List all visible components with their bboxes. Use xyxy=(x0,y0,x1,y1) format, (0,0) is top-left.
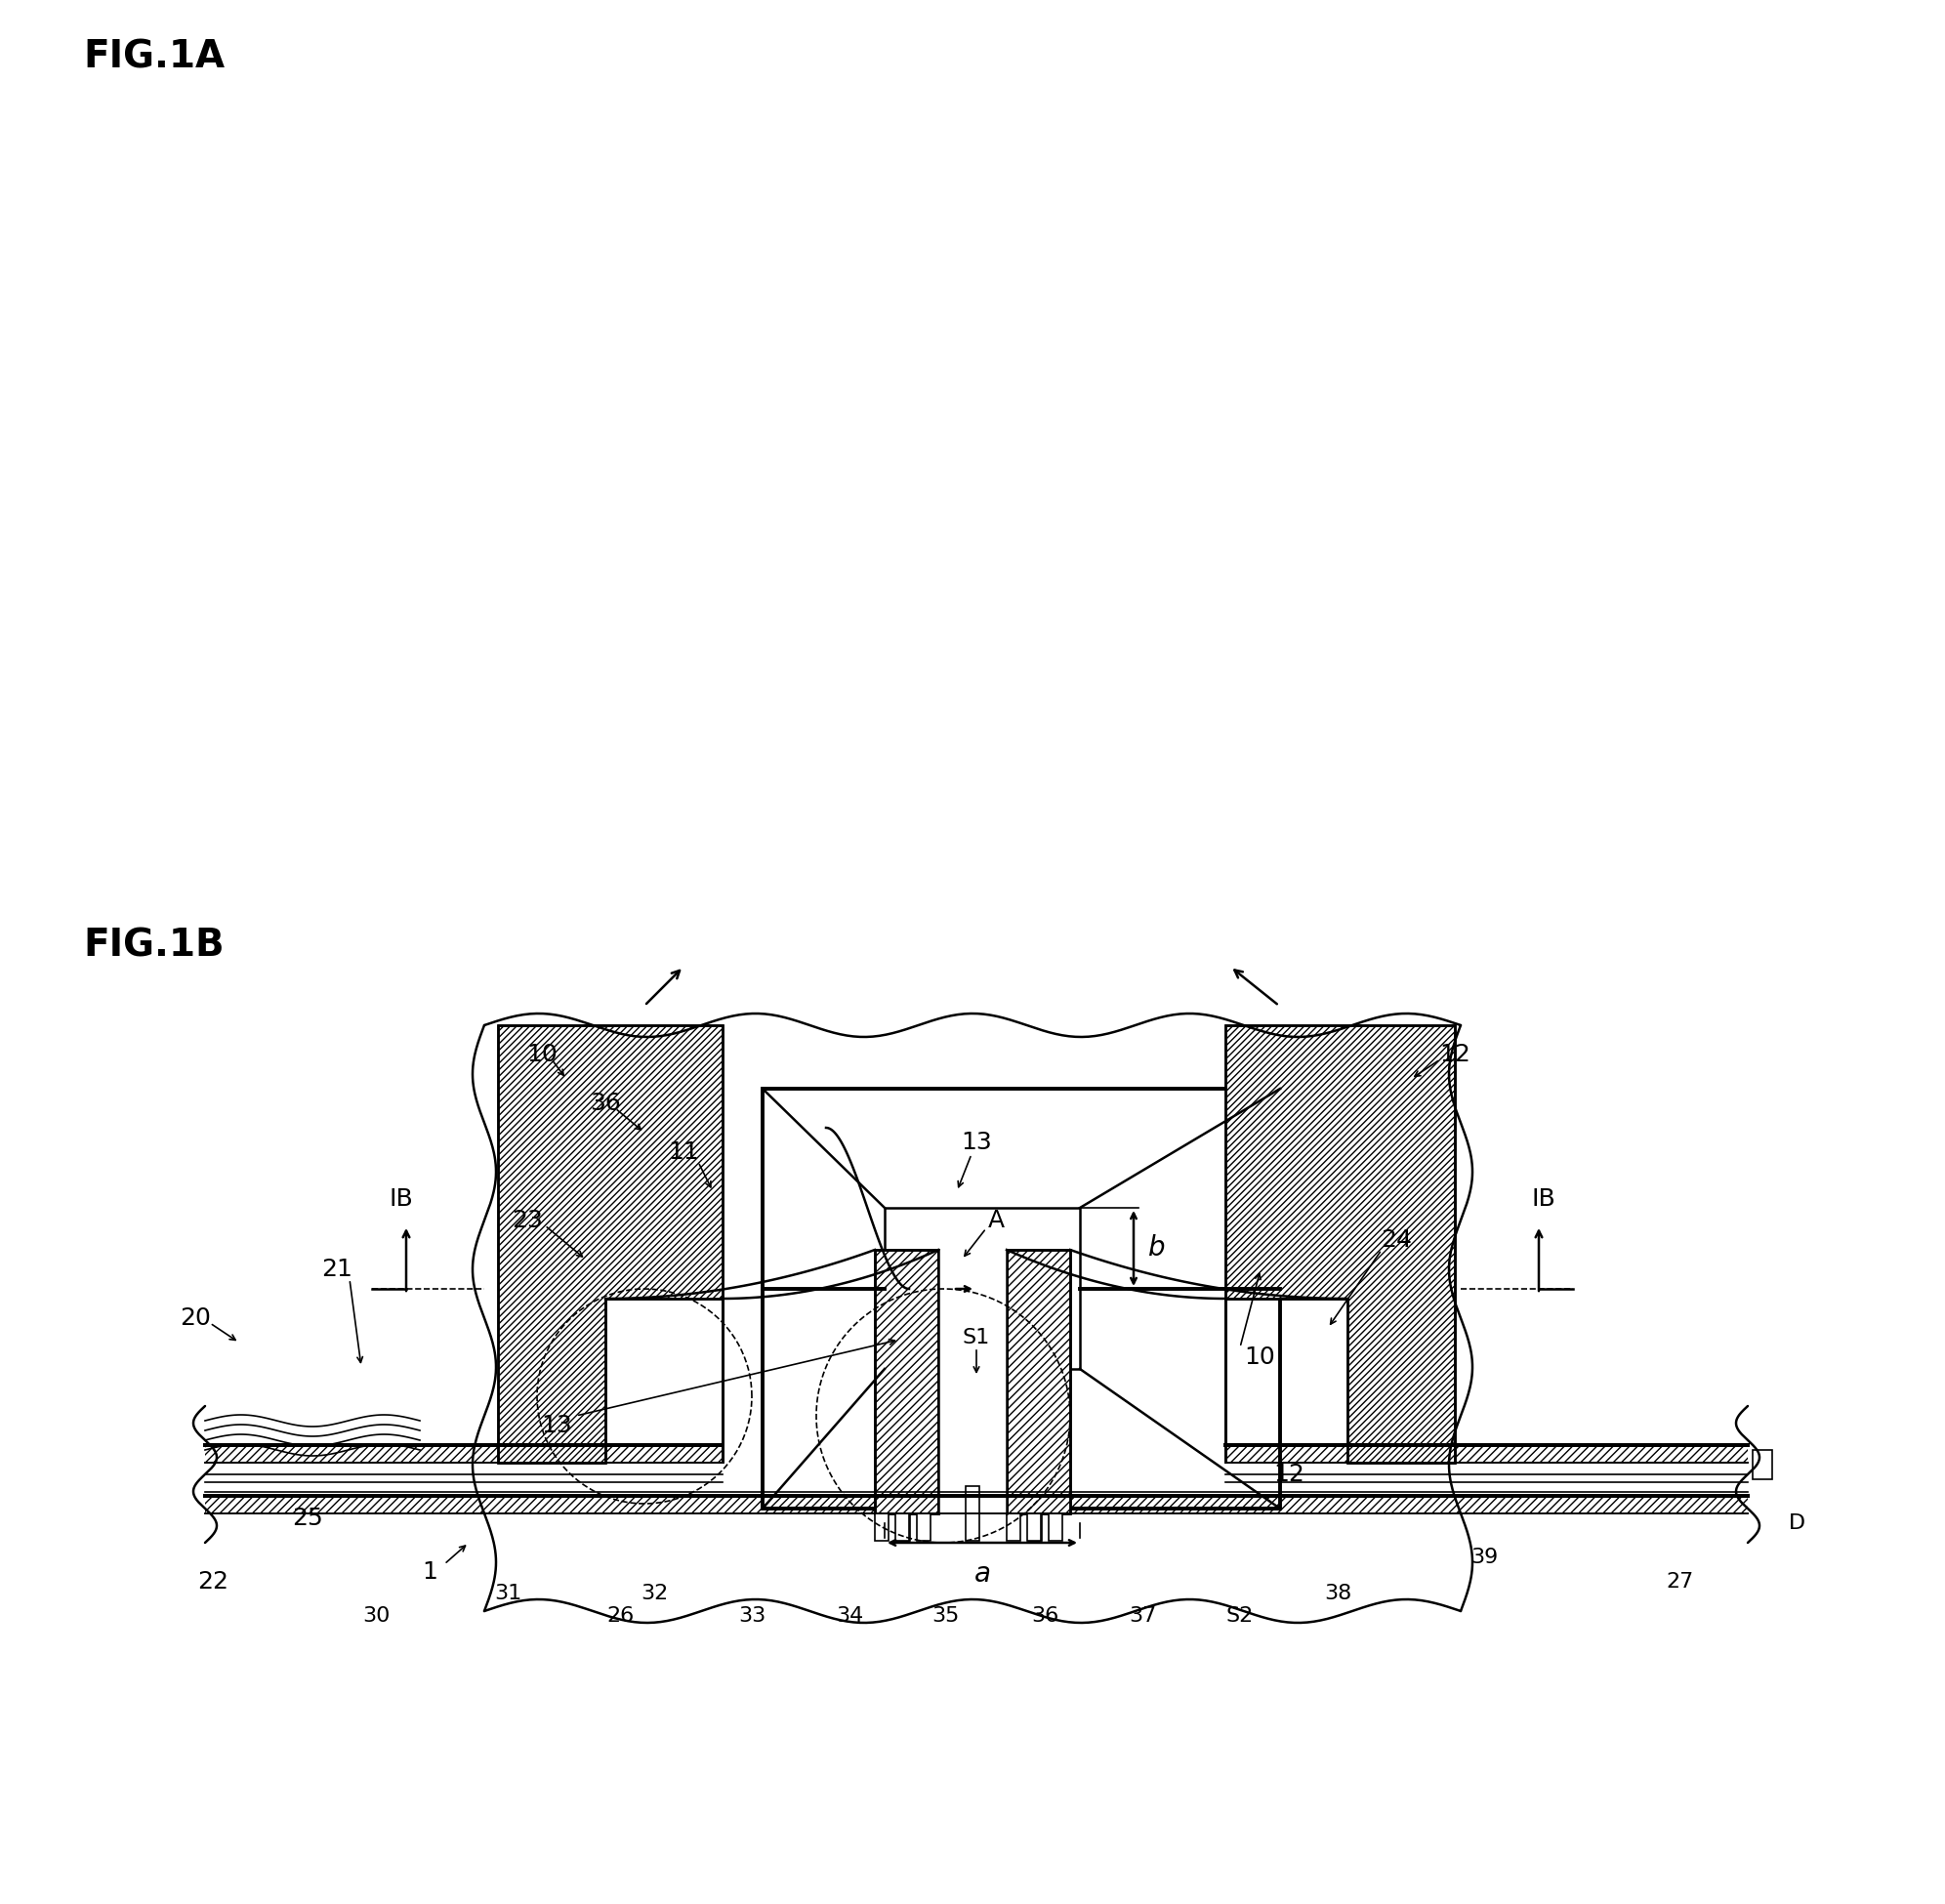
Text: 36: 36 xyxy=(589,1091,620,1116)
Bar xyxy=(916,1514,930,1540)
Text: 23: 23 xyxy=(512,1209,543,1232)
Text: 25: 25 xyxy=(292,1506,323,1531)
Bar xyxy=(1008,1249,1070,1514)
Bar xyxy=(897,1514,910,1540)
Text: 32: 32 xyxy=(640,1584,667,1603)
Text: 33: 33 xyxy=(737,1607,766,1626)
Text: A: A xyxy=(988,1209,1004,1232)
Text: 36: 36 xyxy=(1031,1607,1058,1626)
Bar xyxy=(1008,1249,1070,1514)
Text: 26: 26 xyxy=(607,1607,634,1626)
Bar xyxy=(204,1445,722,1462)
Text: 12: 12 xyxy=(1274,1462,1305,1487)
Text: 27: 27 xyxy=(1665,1573,1694,1592)
Text: 22: 22 xyxy=(196,1571,228,1594)
Text: 37: 37 xyxy=(1128,1607,1155,1626)
Text: 1: 1 xyxy=(422,1559,438,1584)
Bar xyxy=(1029,1514,1043,1540)
Text: IB: IB xyxy=(389,1188,414,1211)
Text: FIG.1B: FIG.1B xyxy=(84,927,224,965)
Text: 12: 12 xyxy=(1439,1043,1470,1066)
Text: 13: 13 xyxy=(961,1131,992,1154)
Bar xyxy=(937,1249,1008,1514)
Text: 34: 34 xyxy=(836,1607,864,1626)
Text: 30: 30 xyxy=(362,1607,389,1626)
Bar xyxy=(875,1249,937,1514)
Bar xyxy=(885,1207,1079,1369)
Text: 24: 24 xyxy=(1381,1228,1412,1251)
Text: 39: 39 xyxy=(1470,1548,1498,1567)
Bar xyxy=(875,1249,937,1514)
Text: 31: 31 xyxy=(494,1584,521,1603)
Text: S1: S1 xyxy=(963,1327,990,1348)
Text: S2: S2 xyxy=(1225,1607,1255,1626)
Bar xyxy=(875,1249,937,1514)
Text: 21: 21 xyxy=(321,1259,352,1281)
Text: 13: 13 xyxy=(541,1415,572,1438)
Text: a: a xyxy=(974,1559,990,1588)
Polygon shape xyxy=(498,1024,722,1462)
Bar xyxy=(1027,1514,1041,1540)
Text: b: b xyxy=(1148,1234,1165,1262)
Text: 38: 38 xyxy=(1325,1584,1352,1603)
Bar xyxy=(1225,1445,1749,1462)
Text: IB: IB xyxy=(1531,1188,1556,1211)
Bar xyxy=(762,1089,1280,1508)
Bar xyxy=(204,1497,1749,1514)
Bar xyxy=(1752,1451,1772,1479)
Bar xyxy=(1008,1249,1070,1514)
Bar xyxy=(875,1514,889,1540)
Text: 35: 35 xyxy=(932,1607,959,1626)
Bar xyxy=(895,1514,908,1540)
Text: 20: 20 xyxy=(179,1306,210,1329)
Bar xyxy=(908,1274,947,1304)
Text: 10: 10 xyxy=(1245,1346,1276,1369)
Polygon shape xyxy=(1225,1024,1455,1462)
Bar xyxy=(965,1487,980,1540)
Text: FIG.1A: FIG.1A xyxy=(84,40,226,76)
Bar xyxy=(1048,1514,1062,1540)
Bar xyxy=(1008,1514,1021,1540)
Text: 10: 10 xyxy=(527,1043,558,1066)
Text: 11: 11 xyxy=(667,1140,698,1163)
Text: D: D xyxy=(1787,1514,1805,1533)
